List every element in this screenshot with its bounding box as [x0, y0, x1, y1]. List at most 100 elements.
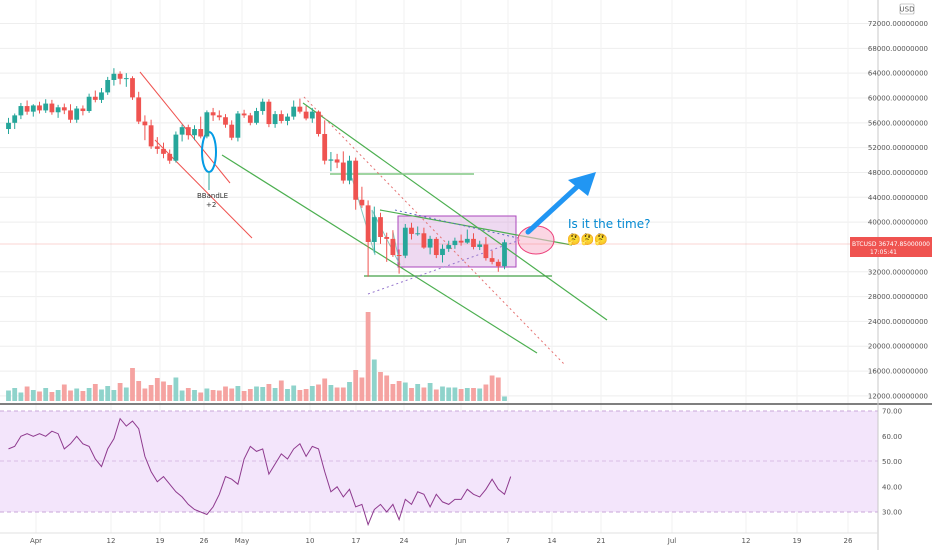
candle-body[interactable] [61, 107, 67, 111]
candle-body[interactable] [483, 244, 489, 259]
volume-bar [347, 382, 352, 401]
candle-body[interactable] [309, 111, 315, 119]
candle-body[interactable] [278, 114, 284, 121]
price-axis[interactable]: 72000.00000000 68000.00000000 64000.000000… [868, 20, 928, 400]
candle-body[interactable] [247, 115, 253, 123]
volume-bar [483, 384, 489, 401]
time-tick-label: 10 [306, 537, 315, 545]
candle-body[interactable] [446, 245, 452, 249]
candle-body[interactable] [55, 107, 61, 113]
candle-body[interactable] [260, 101, 266, 112]
candle-body[interactable] [471, 238, 476, 247]
pink-highlight-ellipse[interactable] [517, 225, 555, 255]
candle-body[interactable] [229, 124, 235, 138]
dotted-red-line[interactable] [303, 96, 566, 366]
dotted-purple-line[interactable] [367, 239, 521, 295]
candle-body[interactable] [92, 96, 98, 100]
candle-body[interactable] [123, 78, 129, 80]
candle-body[interactable] [12, 115, 18, 123]
candle-body[interactable] [365, 205, 371, 242]
candle-body[interactable] [167, 153, 173, 161]
candle-body[interactable] [421, 233, 427, 248]
candle-body[interactable] [303, 111, 309, 119]
currency-badge[interactable]: USD [900, 3, 915, 15]
candle-body[interactable] [204, 112, 210, 137]
question-label[interactable]: Is it the time? [568, 217, 650, 231]
candle-body[interactable] [378, 217, 383, 238]
candle-body[interactable] [148, 125, 154, 147]
channel-line-lower[interactable] [221, 154, 538, 354]
price-label-box[interactable]: BTCUSD 36747.85000000 17:05:41 [850, 237, 932, 257]
candle-body[interactable] [111, 73, 117, 80]
candle-body[interactable] [161, 148, 166, 154]
candle-body[interactable] [502, 242, 507, 267]
candle-body[interactable] [142, 121, 148, 126]
candle-body[interactable] [427, 238, 433, 248]
price-panel[interactable] [0, 0, 878, 403]
candle-body[interactable] [223, 117, 228, 125]
rsi-axis[interactable]: 70.00 60.00 50.00 40.00 30.00 [882, 408, 902, 517]
candle-body[interactable] [130, 78, 135, 98]
time-axis[interactable]: Apr 12 19 26 May 10 17 24 Jun 7 14 21 Jul 12 19 26 [30, 537, 853, 545]
candle-body[interactable] [489, 258, 495, 262]
candle-body[interactable] [198, 129, 204, 137]
candle-body[interactable] [86, 96, 92, 112]
candle-body[interactable] [266, 101, 272, 125]
candle-body[interactable] [30, 105, 36, 112]
candle-body[interactable] [49, 103, 55, 113]
candle-body[interactable] [18, 106, 24, 116]
volume-bar [179, 390, 185, 401]
candle-body[interactable] [396, 255, 402, 257]
dotted-blue-line[interactable] [394, 209, 519, 239]
candle-body[interactable] [340, 162, 346, 181]
candle-body[interactable] [154, 146, 160, 149]
candle-body[interactable] [477, 244, 483, 247]
candle-body[interactable] [291, 106, 297, 117]
candle-body[interactable] [371, 217, 377, 242]
candle-body[interactable] [210, 112, 216, 116]
candle-body[interactable] [136, 97, 142, 122]
candle-body[interactable] [192, 129, 197, 136]
candle-body[interactable] [272, 114, 278, 125]
candle-body[interactable] [390, 238, 396, 256]
candle-body[interactable] [254, 111, 259, 123]
candle-body[interactable] [185, 127, 191, 136]
candle-body[interactable] [322, 133, 328, 161]
candle-body[interactable] [241, 113, 247, 116]
up-arrow[interactable] [525, 172, 596, 235]
candle-body[interactable] [24, 106, 30, 112]
candle-body[interactable] [359, 199, 365, 206]
candle-body[interactable] [316, 111, 321, 134]
candle-body[interactable] [464, 238, 470, 243]
candle-body[interactable] [440, 248, 445, 256]
candle-body[interactable] [80, 108, 86, 112]
candle-body[interactable] [334, 159, 340, 163]
candle-body[interactable] [216, 115, 222, 118]
candle-body[interactable] [99, 92, 104, 100]
candle-body[interactable] [179, 127, 185, 135]
candle-body[interactable] [347, 160, 352, 181]
candle-body[interactable] [105, 79, 111, 93]
candle-body[interactable] [6, 122, 11, 130]
candle-body[interactable] [117, 73, 123, 79]
candle-body[interactable] [43, 103, 49, 111]
candle-body[interactable] [384, 237, 390, 239]
candle-body[interactable] [173, 134, 179, 161]
candle-body[interactable] [458, 240, 464, 243]
candle-body[interactable] [74, 108, 80, 120]
candle-body[interactable] [353, 160, 359, 200]
candle-body[interactable] [409, 227, 414, 234]
candle-body[interactable] [415, 233, 421, 235]
candle-body[interactable] [495, 261, 501, 267]
candle-body[interactable] [402, 227, 408, 256]
candle-body[interactable] [235, 113, 241, 138]
candle-body[interactable] [37, 105, 42, 111]
candle-body[interactable] [433, 238, 439, 256]
candle-body[interactable] [328, 159, 334, 161]
candle-body[interactable] [68, 110, 73, 120]
candle-body[interactable] [452, 240, 458, 246]
channel-line-upper[interactable] [302, 102, 608, 321]
candle-body[interactable] [285, 116, 290, 121]
candle-body[interactable] [297, 106, 303, 112]
